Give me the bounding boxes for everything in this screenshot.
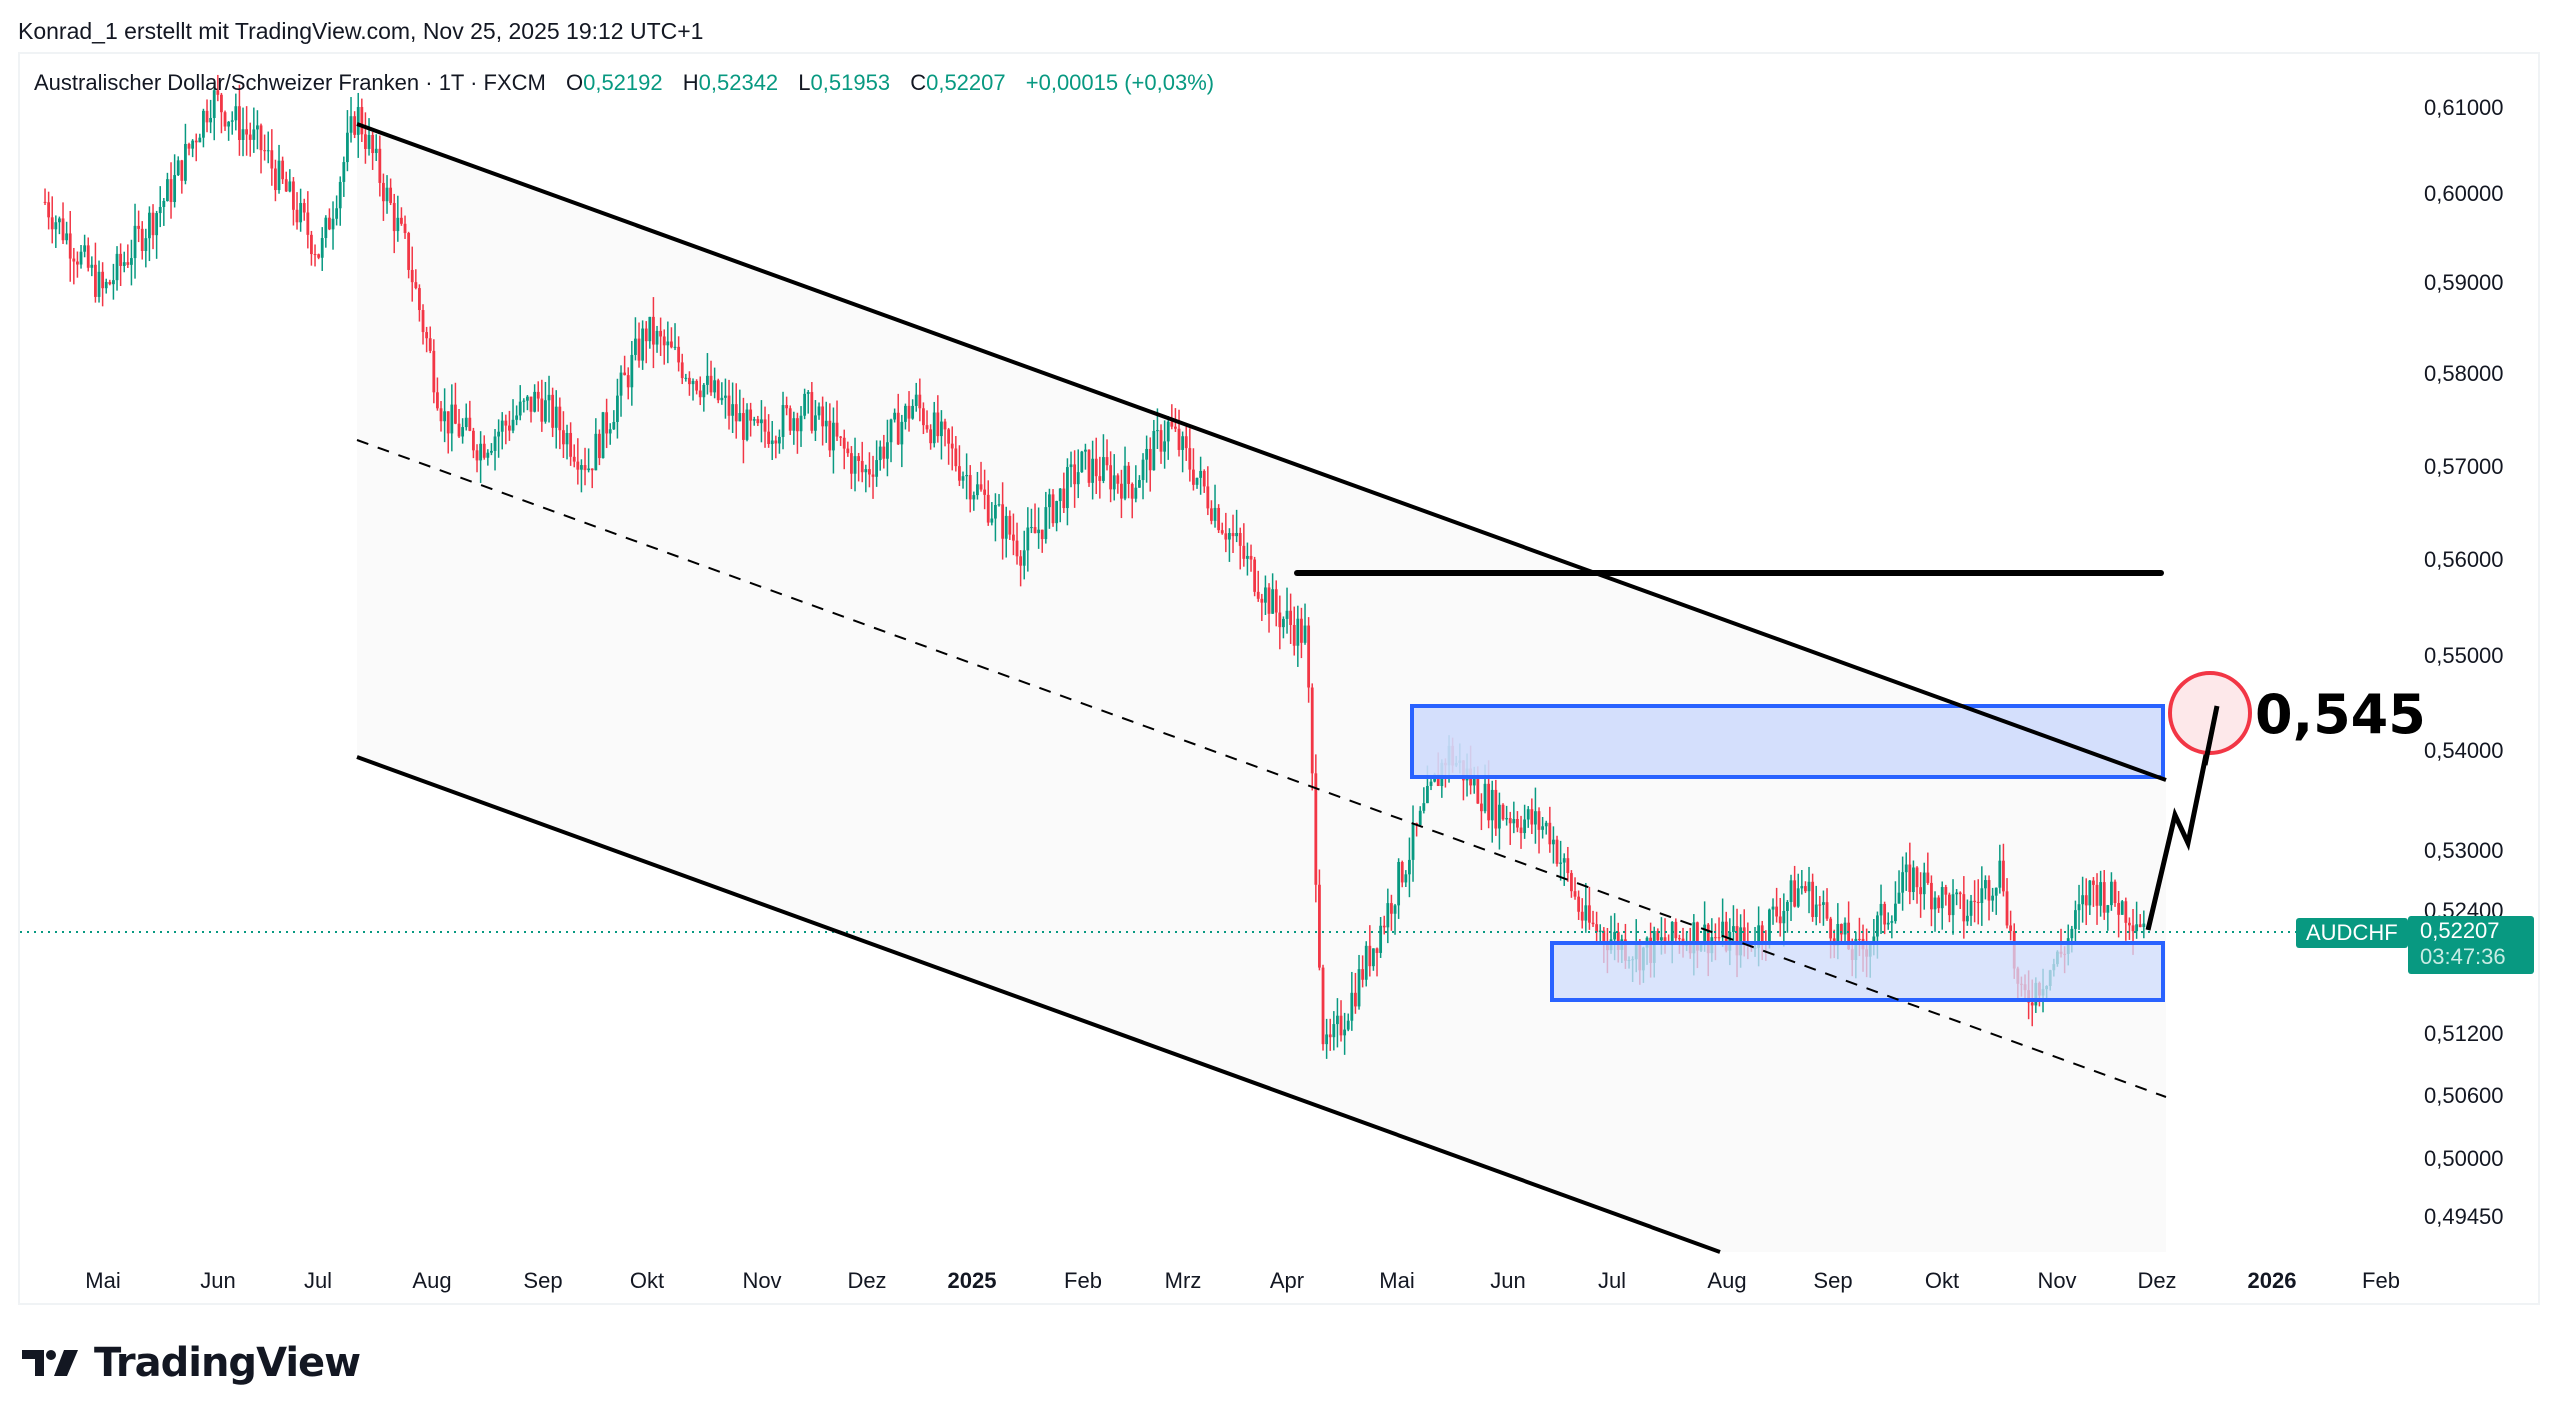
price-tick-label: 0,61000	[2424, 95, 2504, 120]
time-tick-label: Okt	[629, 1268, 665, 1293]
channel-fill	[357, 124, 2166, 1252]
tradingview-logo-text: TradingView	[94, 1340, 361, 1386]
time-tick-label: Dez	[847, 1268, 887, 1293]
current-price-value: 0,52207	[2420, 918, 2500, 943]
time-tick-label: Mai	[85, 1268, 121, 1293]
legend-title: Australischer Dollar/Schweizer Franken ·…	[34, 70, 546, 95]
time-tick-label: Jun	[200, 1268, 236, 1293]
price-tick-label: 0,49450	[2424, 1204, 2504, 1229]
time-tick-label: Sep	[523, 1268, 563, 1293]
time-tick-label: Feb	[2362, 1268, 2400, 1293]
legend-low-label: L	[798, 70, 811, 95]
upper-supply-zone[interactable]	[1410, 704, 2165, 779]
price-tick-label: 0,50000	[2424, 1146, 2504, 1171]
legend-open-value: 0,52192	[583, 70, 663, 95]
time-tick-label: Okt	[1924, 1268, 1960, 1293]
tradingview-logo[interactable]: TradingView	[22, 1340, 361, 1386]
time-tick-label: Jun	[1490, 1268, 1526, 1293]
projection-tip	[2202, 705, 2220, 766]
lower-demand-zone[interactable]	[1550, 941, 2165, 1002]
legend-change: +0,00015 (+0,03%)	[1025, 70, 1215, 95]
price-tick-label: 0,59000	[2424, 270, 2504, 295]
price-tick-label: 0,60000	[2424, 181, 2504, 206]
time-tick-label: Aug	[412, 1268, 452, 1293]
time-tick-label: Nov	[2037, 1268, 2077, 1293]
target-price-label: 0,545	[2255, 683, 2426, 746]
time-tick-label: 2026	[2247, 1268, 2297, 1293]
projection-zigzag-path[interactable]	[2145, 705, 2219, 931]
time-tick-label: Feb	[1064, 1268, 1102, 1293]
channel-upper-line[interactable]	[356, 122, 2167, 782]
price-tick-label: 0,54000	[2424, 738, 2504, 763]
time-tick-label: Mai	[1379, 1268, 1415, 1293]
price-tick-label: 0,58000	[2424, 361, 2504, 386]
legend-high-value: 0,52342	[698, 70, 779, 95]
symbol-price-badge: AUDCHF	[2296, 918, 2408, 948]
legend-high-label: H	[682, 70, 699, 95]
target-circle-marker[interactable]	[2168, 671, 2252, 755]
price-tick-label: 0,53000	[2424, 838, 2504, 863]
tradingview-logo-icon	[22, 1350, 78, 1376]
legend-close-label: C	[910, 70, 927, 95]
price-tick-label: 0,55000	[2424, 643, 2504, 668]
price-tick-label: 0,57000	[2424, 454, 2504, 479]
time-tick-label: Apr	[1269, 1268, 1305, 1293]
time-tick-label: Jul	[1597, 1268, 1627, 1293]
time-tick-label: Jul	[303, 1268, 333, 1293]
price-tick-label: 0,56000	[2424, 547, 2504, 572]
bar-countdown: 03:47:36	[2420, 944, 2506, 969]
legend-open-label: O	[565, 70, 584, 95]
legend-low-value: 0,51953	[810, 70, 891, 95]
legend-close-value: 0,52207	[926, 70, 1006, 95]
time-tick-label: Dez	[2137, 1268, 2177, 1293]
chart-attribution: Konrad_1 erstellt mit TradingView.com, N…	[18, 18, 704, 44]
current-price-badge: 0,52207 03:47:36	[2408, 916, 2534, 974]
symbol-legend: Australischer Dollar/Schweizer Franken ·…	[34, 70, 1214, 96]
time-tick-label: Nov	[742, 1268, 782, 1293]
time-tick-label: Aug	[1707, 1268, 1747, 1293]
time-tick-label: Mrz	[1164, 1268, 1202, 1293]
time-tick-label: Sep	[1813, 1268, 1853, 1293]
time-tick-label: 2025	[947, 1268, 997, 1293]
price-tick-label: 0,50600	[2424, 1083, 2504, 1108]
channel-lower-line[interactable]	[356, 755, 1721, 1254]
price-tick-label: 0,51200	[2424, 1021, 2504, 1046]
candlestick-series	[43, 74, 2146, 1059]
